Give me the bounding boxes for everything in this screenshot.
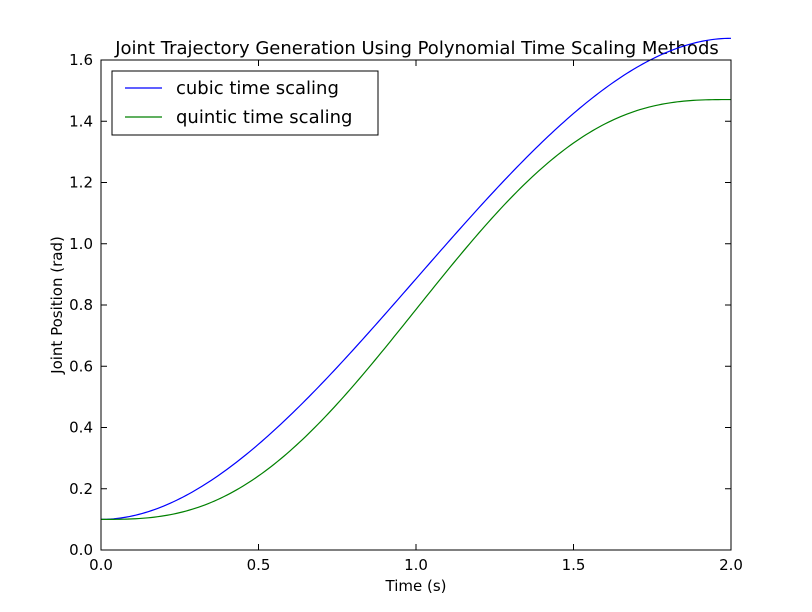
x-tick-label: 0.0 (89, 556, 113, 574)
x-tick-label: 0.5 (247, 556, 271, 574)
x-axis-label: Time (s) (385, 577, 447, 595)
y-tick-label: 0.2 (69, 480, 93, 498)
chart-title: Joint Trajectory Generation Using Polyno… (114, 38, 719, 59)
y-tick-label: 0.6 (69, 357, 93, 375)
legend-label-cubic: cubic time scaling (176, 78, 339, 99)
y-tick-label: 1.4 (69, 112, 93, 130)
y-axis-label: Joint Position (rad) (48, 236, 66, 375)
x-tick-label: 1.0 (404, 556, 428, 574)
series-line-cubic (100, 37, 732, 520)
y-tick-label: 1.0 (69, 235, 93, 253)
y-tick-label: 0.8 (69, 296, 93, 314)
axis-ticks: 0.0 0.5 1.0 1.5 2.0 0.0 0.2 0.4 0.6 0.8 1.0 1.2 1.4 1… (69, 51, 743, 574)
legend-label-quintic: quintic time scaling (176, 107, 352, 128)
plot-lines (100, 37, 732, 520)
y-tick-label: 0.0 (69, 541, 93, 559)
y-tick-label: 1.6 (69, 51, 93, 69)
y-tick-label: 0.4 (69, 419, 93, 437)
x-tick-label: 2.0 (719, 556, 743, 574)
y-tick-label: 1.2 (69, 174, 93, 192)
legend: cubic time scaling quintic time scaling (111, 70, 379, 136)
legend-box (111, 70, 379, 136)
x-tick-label: 1.5 (562, 556, 586, 574)
series-line-quintic (100, 98, 731, 520)
